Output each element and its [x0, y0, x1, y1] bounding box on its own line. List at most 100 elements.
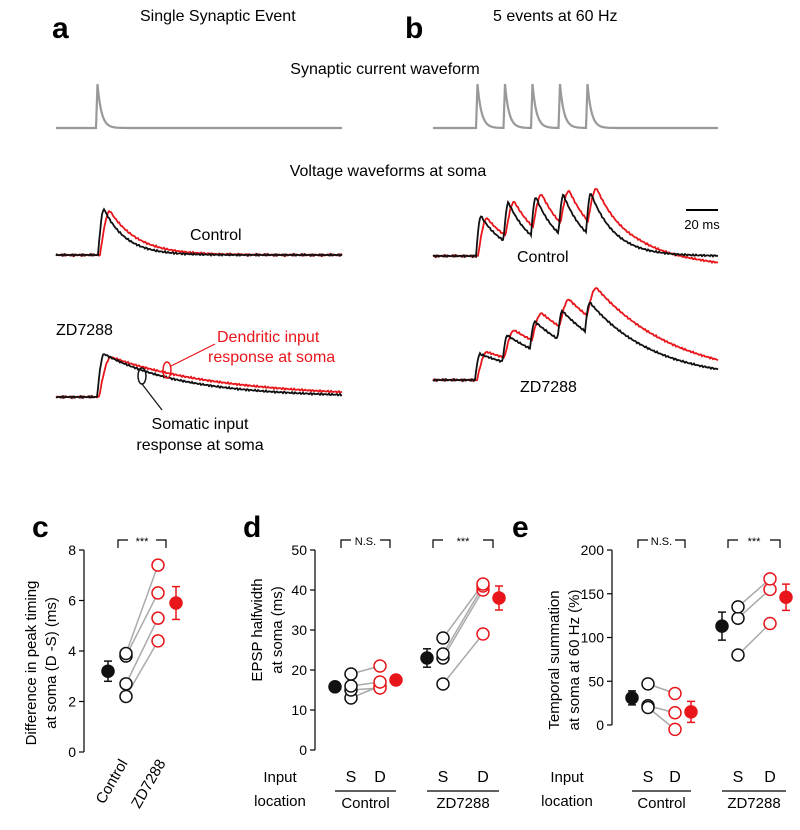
e-xlabel: S — [733, 769, 744, 786]
c-significance-label: *** — [136, 536, 150, 548]
panel-c-chart: Difference in peak timing at soma (D -S)… — [23, 536, 183, 812]
e-zd-somatic-point — [731, 611, 745, 625]
e-control-somatic-point — [641, 700, 655, 715]
d-mean-control-d — [389, 673, 403, 687]
dendritic-pointer — [170, 343, 216, 367]
label-control-a: Control — [190, 227, 242, 244]
c-ylabel-2: at soma (D -S) (ms) — [43, 597, 60, 729]
d-significance-zd-bracket — [432, 539, 494, 548]
d-zd-somatic-point — [436, 647, 450, 661]
c-somatic-point — [119, 677, 133, 691]
c-ytick-label: 2 — [68, 694, 76, 710]
panel-letter-c: c — [32, 511, 49, 544]
c-somatic-point — [119, 646, 133, 661]
e-ytick-label: 150 — [581, 586, 605, 602]
d-control-dendritic-point — [373, 675, 387, 689]
c-mean-control — [101, 664, 115, 678]
label-zd-a: ZD7288 — [56, 322, 113, 339]
e-control-dendritic-point — [668, 722, 682, 737]
e-mean-control-d — [684, 705, 698, 719]
panel-e-chart: Temporal summation at soma at 60 Hz (%) … — [541, 536, 793, 812]
e-zd-somatic-point — [731, 648, 745, 662]
label-dendritic-2: response at soma — [208, 349, 335, 366]
c-category-label: ZD7288 — [128, 757, 169, 812]
c-dendritic-point — [151, 558, 165, 572]
d-xlabel: S — [346, 769, 357, 786]
c-mean-zd — [169, 596, 183, 610]
c-dendritic-point — [151, 611, 165, 625]
panel-b-header: 5 events at 60 Hz — [493, 8, 618, 25]
d-significance-zd-label: *** — [457, 536, 471, 548]
panel-d-chart: EPSP halfwidth at soma (ms) Input locati… — [249, 536, 506, 812]
d-significance-control-label: N.S. — [355, 536, 376, 548]
e-input-label-1: Input — [550, 769, 584, 786]
d-ytick-label: 10 — [291, 702, 307, 718]
panel-letter-d: d — [243, 511, 261, 544]
e-ytick-label: 0 — [596, 717, 604, 733]
e-xlabel: S — [643, 769, 654, 786]
d-zd-dendritic-point — [476, 627, 490, 641]
d-mean-zd-d — [492, 591, 506, 605]
e-control-dendritic-point — [668, 686, 682, 701]
trace-a-zd-somatic — [55, 353, 343, 400]
e-significance-control-label: N.S. — [651, 536, 672, 548]
e-significance-zd-label: *** — [748, 536, 762, 548]
d-ylabel-1: EPSP halfwidth — [249, 578, 266, 681]
d-control-somatic-point — [344, 679, 358, 693]
d-zd-dendritic-point — [476, 577, 490, 591]
e-zd-dendritic-point — [763, 572, 777, 586]
e-mean-control-s — [625, 691, 639, 705]
trace-a-zd-dendritic — [55, 355, 343, 400]
e-zd-dendritic-point — [763, 616, 777, 631]
d-input-label-1: Input — [263, 769, 297, 786]
d-control-dendritic-point — [373, 659, 387, 673]
e-xlabel: D — [764, 769, 776, 786]
d-ylabel-2: at soma (ms) — [269, 586, 286, 674]
trace-a-control-somatic — [55, 207, 343, 258]
c-ytick-label: 4 — [68, 643, 76, 659]
d-ytick-label: 30 — [291, 622, 307, 638]
e-significance-control-bracket — [637, 539, 686, 548]
panel-letter-e: e — [512, 511, 529, 544]
panel-letter-b: b — [405, 12, 423, 45]
c-dendritic-point — [151, 586, 165, 600]
trace-b-zd-dendritic — [432, 287, 719, 383]
label-dendritic-1: Dendritic input — [217, 329, 320, 346]
label-control-b: Control — [517, 249, 569, 266]
label-somatic-1: Somatic input — [152, 416, 249, 433]
e-ytick-label: 100 — [581, 630, 605, 646]
e-group-label: ZD7288 — [727, 795, 780, 812]
d-xlabel: D — [374, 769, 386, 786]
e-mean-zd-s — [715, 619, 729, 633]
d-mean-control-s — [328, 680, 342, 694]
dendritic-marker-icon — [162, 361, 172, 379]
d-control-somatic-point — [344, 667, 358, 681]
e-control-dendritic-point — [668, 706, 682, 720]
c-dendritic-point — [151, 634, 165, 648]
d-zd-pair-line — [442, 589, 484, 659]
d-ytick-label: 20 — [291, 662, 307, 678]
d-xlabel: D — [477, 769, 489, 786]
d-mean-zd-s — [420, 651, 434, 665]
c-somatic-point — [119, 689, 133, 704]
e-mean-zd-d — [779, 590, 793, 604]
d-zd-pair-line — [442, 633, 484, 685]
d-significance-control-bracket — [340, 539, 391, 548]
c-ylabel-1: Difference in peak timing — [23, 581, 40, 746]
scale-bar-label: 20 ms — [684, 217, 720, 232]
e-xlabel: D — [669, 769, 681, 786]
d-ytick-label: 40 — [291, 582, 307, 598]
e-zd-pair-line — [737, 588, 771, 619]
d-group-label: Control — [341, 795, 389, 812]
d-ytick-label: 50 — [291, 542, 307, 558]
current-waveform-single — [56, 83, 342, 130]
c-ytick-label: 6 — [68, 593, 76, 609]
e-ytick-label: 200 — [581, 542, 605, 558]
e-ylabel-1: Temporal summation — [546, 590, 563, 729]
e-zd-somatic-point — [731, 600, 745, 614]
trace-b-control-somatic — [432, 192, 718, 259]
c-ytick-label: 8 — [68, 542, 76, 558]
d-zd-somatic-point — [436, 677, 450, 691]
c-pair-line — [125, 564, 159, 654]
d-xlabel: S — [438, 769, 449, 786]
